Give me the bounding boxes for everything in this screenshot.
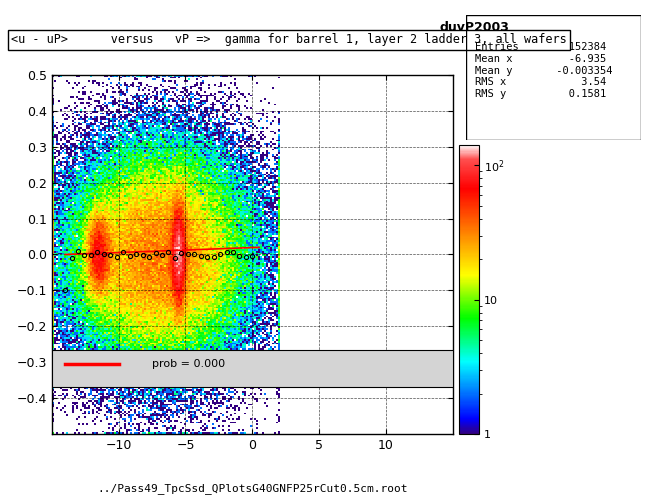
Text: duvP2003: duvP2003: [440, 21, 509, 34]
Bar: [52, 350, 453, 387]
Text: ../Pass49_TpcSsd_QPlotsG40GNFP25rCut0.5cm.root: ../Pass49_TpcSsd_QPlotsG40GNFP25rCut0.5c…: [97, 483, 408, 494]
Text: <u - uP>      versus   vP =>  gamma for barrel 1, layer 2 ladder 3, all wafers: <u - uP> versus vP => gamma for barrel 1…: [11, 33, 567, 46]
Text: prob = 0.000: prob = 0.000: [152, 359, 225, 369]
Text: Entries        152384
Mean x         -6.935
Mean y       -0.003354
RMS x        : Entries 152384 Mean x -6.935 Mean y -0.0…: [475, 42, 612, 99]
